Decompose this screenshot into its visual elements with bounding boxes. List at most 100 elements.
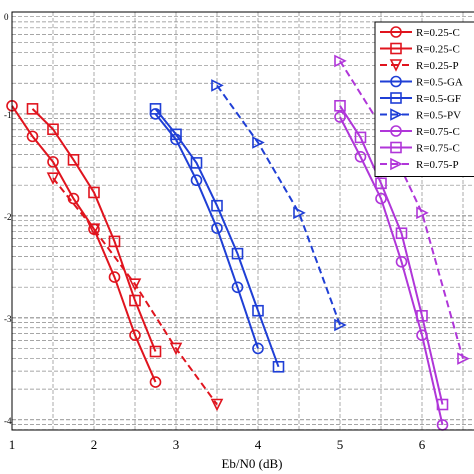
data-point <box>395 255 408 268</box>
y-tick-label: -3 <box>4 314 12 324</box>
series-line <box>154 108 280 368</box>
y-tick-label: 0 <box>4 12 9 22</box>
data-point <box>170 128 182 141</box>
data-point <box>375 177 387 190</box>
data-point <box>211 79 224 92</box>
legend-marker <box>390 92 402 104</box>
data-point <box>231 281 244 294</box>
data-point <box>211 199 223 212</box>
data-point <box>128 278 142 291</box>
series-line <box>339 116 444 426</box>
data-point <box>129 294 141 307</box>
data-point <box>47 123 59 136</box>
legend-label: R=0.5-PV <box>416 110 461 122</box>
data-point <box>149 345 162 358</box>
y-tick-label: -1 <box>4 110 12 120</box>
data-point <box>252 136 265 149</box>
data-point <box>293 206 306 220</box>
x-axis-label: Eb/N0 (dB) <box>221 456 282 471</box>
data-point <box>190 157 203 169</box>
legend-label: R=0.75-C <box>416 143 460 155</box>
data-point <box>87 223 101 236</box>
series-layer <box>6 54 470 431</box>
legend-label: R=0.75-C <box>416 126 460 138</box>
legend: R=0.25-C R=0.25-C R=0.25-P R=0.5-GA R=0.5-GF… <box>374 21 474 177</box>
y-tick-label: -4 <box>4 416 12 426</box>
data-point <box>149 376 162 388</box>
x-tick-label: 2 <box>91 437 98 452</box>
x-tick-label: 5 <box>337 437 344 452</box>
legend-label: R=0.5-GA <box>416 77 463 89</box>
data-point <box>210 398 224 412</box>
series-8 <box>334 99 449 411</box>
legend-item: R=0.25-C <box>380 42 460 56</box>
data-point <box>416 206 429 220</box>
data-point <box>334 111 346 123</box>
legend-marker <box>390 141 402 154</box>
data-point <box>46 172 60 185</box>
data-point <box>354 131 367 144</box>
data-point <box>334 54 347 68</box>
legend-item: R=0.25-C <box>380 26 460 39</box>
data-point <box>26 103 39 115</box>
series-1 <box>6 99 162 388</box>
legend-item: R=0.75-C <box>380 125 460 138</box>
data-point <box>88 186 100 199</box>
series-line <box>31 108 157 352</box>
y-tick-label: -2 <box>4 212 12 222</box>
data-point <box>457 352 470 365</box>
tick-labels: 1 2 3 4 5 6 0 -1 -2 -3 -4 <box>4 12 426 452</box>
x-tick-label: 4 <box>255 437 262 452</box>
data-point <box>67 154 80 166</box>
legend-item: R=0.75-P <box>380 157 459 171</box>
data-point <box>252 342 264 355</box>
series-5 <box>149 103 285 373</box>
x-tick-label: 6 <box>419 437 426 452</box>
data-point <box>26 130 39 143</box>
series-7 <box>334 111 449 431</box>
legend-label: R=0.25-C <box>416 27 460 39</box>
legend-label: R=0.5-GF <box>416 93 461 105</box>
legend-item: R=0.5-PV <box>380 108 461 122</box>
data-point <box>190 174 203 187</box>
series-2 <box>26 103 162 358</box>
data-point <box>169 342 183 356</box>
x-tick-label: 1 <box>9 437 16 452</box>
legend-label: R=0.75-P <box>416 159 459 171</box>
legend-item: R=0.25-P <box>380 59 459 72</box>
data-point <box>395 227 408 240</box>
legend-label: R=0.25-C <box>416 44 460 56</box>
legend-marker <box>390 157 403 171</box>
data-point <box>108 271 121 283</box>
series-line <box>52 177 218 406</box>
data-point <box>436 398 449 411</box>
data-point <box>149 103 162 115</box>
series-line <box>216 84 341 326</box>
data-point <box>129 329 141 341</box>
legend-marker <box>390 42 402 55</box>
legend-marker <box>390 26 402 38</box>
data-point <box>334 99 346 112</box>
data-point <box>231 247 244 260</box>
series-6 <box>211 79 347 332</box>
legend-label: R=0.25-P <box>416 60 459 72</box>
data-point <box>47 156 59 168</box>
data-point <box>354 150 367 163</box>
legend-marker <box>390 108 403 121</box>
data-point <box>211 222 223 234</box>
x-tick-label: 3 <box>173 437 180 452</box>
data-point <box>375 192 387 205</box>
legend-item: R=0.5-GF <box>380 92 461 105</box>
legend-item: R=0.5-GA <box>380 75 463 89</box>
legend-item: R=0.75-C <box>380 141 460 155</box>
series-3 <box>46 172 224 412</box>
legend-marker <box>390 125 402 137</box>
data-point <box>252 304 264 317</box>
legend-marker <box>389 59 403 72</box>
data-point <box>416 310 428 322</box>
data-point <box>108 235 121 248</box>
plot-frame <box>11 11 474 431</box>
legend-marker <box>390 75 402 88</box>
data-point <box>334 318 347 332</box>
